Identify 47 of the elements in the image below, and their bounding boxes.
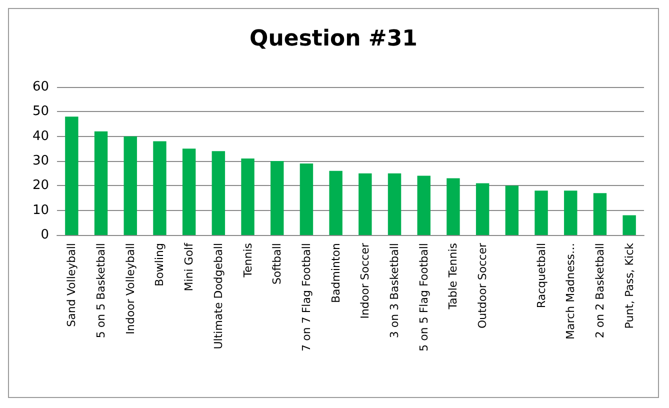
- y-tick-label: 30: [32, 154, 49, 168]
- bar: [417, 176, 430, 235]
- bar: [300, 163, 314, 235]
- bar: [505, 186, 519, 235]
- x-tick-label: Table Tennis: [446, 242, 460, 310]
- x-tick-label: Badminton: [329, 242, 342, 304]
- chart-title: Question #31: [250, 26, 418, 52]
- bar: [476, 183, 490, 235]
- bar: [446, 178, 460, 235]
- bar: [622, 215, 636, 235]
- x-tick-label: 3 on 3 Basketball: [388, 243, 402, 338]
- x-tick-label: 2 on 2 Basketball: [593, 243, 606, 338]
- bar: [65, 116, 78, 235]
- y-tick-label: 60: [32, 80, 49, 94]
- x-tick-label: 7 on 7 Flag Football: [300, 243, 313, 352]
- bar: [153, 141, 166, 235]
- x-tick-label: Indoor Volleyball: [124, 243, 137, 334]
- bar: [388, 173, 402, 235]
- bar: [270, 161, 284, 235]
- x-tick-label: Bowling: [153, 243, 166, 286]
- x-tick-label: March Madness…: [564, 243, 578, 340]
- y-tick-label: 50: [32, 104, 49, 120]
- bar: [534, 190, 548, 235]
- bar: [182, 148, 196, 235]
- x-tick-label: Mini Golf: [182, 242, 196, 292]
- x-tick-label: Ultimate Dodgeball: [212, 243, 225, 350]
- bar: [94, 131, 108, 235]
- y-tick-label: 20: [32, 178, 49, 194]
- y-tick-label: 40: [32, 128, 49, 144]
- bar: [593, 193, 607, 235]
- x-tick-label: 5 on 5 Basketball: [94, 243, 108, 338]
- bar: [358, 173, 372, 235]
- y-tick-label: 0: [40, 228, 49, 242]
- y-tick-label: 10: [32, 202, 49, 218]
- bar: [564, 190, 578, 235]
- x-tick-label: Softball: [270, 243, 284, 285]
- bar: [241, 158, 254, 235]
- x-tick-label: Outdoor Soccer: [476, 242, 490, 329]
- x-tick-label: Sand Volleyball: [65, 243, 78, 327]
- x-tick-label: 5 on 5 Flag Football: [417, 243, 430, 352]
- x-tick-label: Racquetball: [534, 243, 548, 308]
- bar: [212, 151, 226, 235]
- x-tick-label: Indoor Soccer: [358, 242, 372, 319]
- x-tick-label: Punt, Pass, Kick: [622, 242, 636, 329]
- bar: [124, 136, 137, 235]
- x-tick-label: Tennis: [241, 242, 254, 278]
- bar: [329, 170, 342, 235]
